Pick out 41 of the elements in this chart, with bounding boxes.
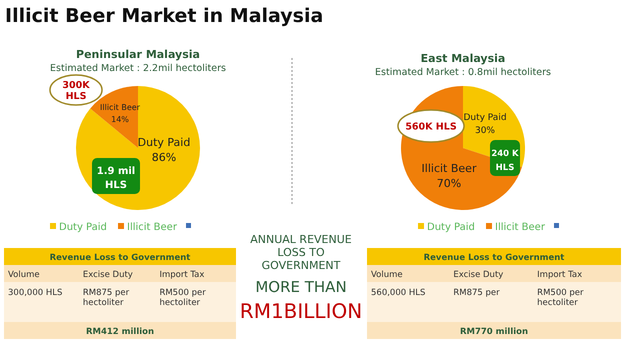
slice-label: Duty Paid bbox=[138, 136, 190, 149]
data-label: 14% bbox=[111, 115, 130, 124]
text: Import Tax bbox=[159, 270, 204, 280]
pie-slice bbox=[90, 86, 138, 148]
slice-label: Duty Paid bbox=[463, 113, 507, 123]
text: RM875 per hectoliter bbox=[82, 288, 130, 308]
text: ANNUAL REVENUE LOSS TO GOVERNMENT bbox=[250, 233, 352, 272]
text: Revenue Loss to Government bbox=[424, 253, 564, 263]
text: Illicit Beer Market in Malaysia bbox=[5, 5, 324, 27]
text: 560K HLS bbox=[405, 122, 457, 132]
text: Volume bbox=[8, 270, 40, 280]
data-label: 86% bbox=[152, 151, 176, 164]
legend-label: Duty Paid bbox=[427, 222, 475, 233]
legend-label: Illicit Beer bbox=[127, 222, 178, 233]
text: MORE THAN bbox=[255, 278, 347, 296]
chart-title: Peninsular Malaysia bbox=[76, 48, 200, 61]
text: RM412 million bbox=[86, 327, 154, 337]
text: RM500 per hectoliter bbox=[537, 288, 584, 308]
text: Excise Duty bbox=[82, 270, 133, 280]
text: RM875 per bbox=[453, 288, 500, 298]
slice-label: Illicit Beer bbox=[422, 162, 477, 175]
legend-label: Duty Paid bbox=[59, 222, 107, 233]
data-label: 30% bbox=[474, 126, 496, 136]
chart-subtitle: Estimated Market : 0.8mil hectoliters bbox=[375, 67, 551, 78]
slice-label: Illicit Beer bbox=[100, 103, 141, 112]
text: RM1BILLION bbox=[240, 299, 362, 323]
text: Revenue Loss to Government bbox=[50, 253, 190, 263]
text: 300K HLS bbox=[62, 80, 90, 102]
text: 560,000 HLS bbox=[371, 288, 426, 298]
data-label: 70% bbox=[436, 177, 462, 190]
text: Excise Duty bbox=[453, 270, 504, 280]
text: 240 K HLS bbox=[491, 149, 520, 173]
legend-label: Illicit Beer bbox=[495, 222, 546, 233]
chart-title: East Malaysia bbox=[420, 52, 506, 65]
text: 300,000 HLS bbox=[8, 288, 62, 298]
text: Import Tax bbox=[537, 270, 582, 280]
text: Volume bbox=[371, 270, 403, 280]
text: RM500 per hectoliter bbox=[159, 288, 206, 308]
chart-subtitle: Estimated Market : 2.2mil hectoliters bbox=[50, 63, 226, 74]
text: RM770 million bbox=[460, 327, 528, 337]
text: 1.9 mil HLS bbox=[96, 166, 136, 191]
